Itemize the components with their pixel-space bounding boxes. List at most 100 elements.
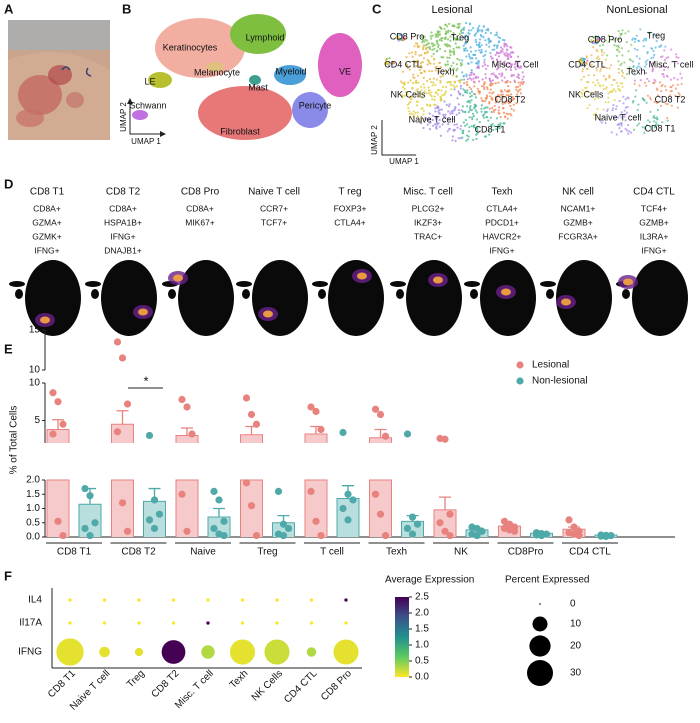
cell-dot (420, 96, 424, 99)
cell-dot (424, 118, 427, 121)
cell-dot (492, 72, 495, 75)
cell-dot (473, 124, 476, 127)
cell-dot (496, 59, 499, 62)
cell-dot (456, 57, 459, 60)
cell-dot (631, 60, 635, 63)
cell-dot (508, 90, 511, 93)
cell-dot (451, 74, 454, 77)
data-point (312, 407, 320, 416)
cell-dot (503, 89, 506, 92)
cell-dot (491, 48, 494, 51)
cell-dot (488, 45, 491, 48)
cell-dot (492, 110, 495, 114)
cell-dot (464, 124, 467, 127)
cell-dot (422, 93, 425, 97)
cell-dot (501, 62, 504, 65)
cell-dot (621, 54, 624, 57)
bar (240, 434, 263, 537)
cell-dot (488, 107, 491, 110)
cell-dot (638, 57, 641, 60)
cell-dot (444, 63, 447, 66)
cluster-label: Keratinocytes (163, 42, 218, 52)
cell-dot (602, 108, 605, 111)
cell-dot (401, 36, 404, 39)
cell-dot (403, 87, 406, 90)
cell-dot (455, 69, 458, 72)
expression-dot (309, 621, 314, 625)
cell-dot (581, 95, 584, 98)
marker-gene: GZMA+ (32, 217, 62, 227)
cell-dot (434, 35, 437, 39)
cell-dot (641, 126, 644, 129)
cell-dot (485, 43, 488, 46)
cell-dot (515, 85, 518, 89)
data-point (441, 435, 449, 443)
umap-title: Lesional (432, 4, 473, 16)
cell-dot (503, 39, 506, 42)
data-point (317, 425, 325, 434)
cell-dot (504, 63, 507, 66)
cell-dot (456, 38, 459, 41)
cell-dot (501, 50, 504, 53)
size-legend-label: 30 (570, 668, 582, 679)
marker-gene: IL3RA+ (640, 231, 669, 241)
cell-dot (495, 128, 498, 131)
cell-dot (498, 127, 501, 130)
cell-dot (607, 96, 610, 99)
cell-dot (427, 118, 430, 122)
cell-dot (619, 82, 622, 85)
cell-dot (521, 78, 524, 81)
cell-dot (608, 35, 611, 38)
cell-dot (399, 33, 402, 37)
cell-dot (656, 108, 660, 112)
cell-dot (616, 49, 619, 52)
cell-dot (433, 98, 436, 101)
data-point (118, 499, 127, 507)
cell-dot (431, 34, 434, 37)
marker-gene: DNAJB1+ (104, 245, 142, 255)
cell-dot (592, 46, 595, 49)
cell-dot (409, 97, 412, 100)
cluster-label: VE (339, 66, 351, 76)
cell-dot (504, 115, 507, 118)
cell-dot (596, 107, 599, 110)
cell-dot (423, 35, 426, 38)
cell-dot (472, 77, 475, 80)
cell-dot (420, 64, 423, 67)
cell-dot (674, 87, 678, 90)
cell-dot (483, 58, 486, 61)
feature-umap (178, 260, 234, 336)
cell-dot (451, 112, 454, 115)
bar (369, 437, 392, 537)
cell-dot (461, 105, 464, 108)
cell-dot (474, 38, 477, 42)
cell-dot (490, 124, 493, 127)
cell-dot (465, 73, 468, 76)
cell-dot (461, 71, 464, 74)
cell-dot (622, 95, 625, 98)
cell-dot (513, 63, 517, 66)
cell-dot (475, 104, 478, 107)
expression-dot (309, 598, 314, 602)
cell-dot (426, 50, 429, 53)
cell-dot (411, 55, 414, 58)
cell-dot (454, 38, 457, 41)
cell-dot (439, 75, 442, 78)
cluster-label: Texh (626, 66, 645, 76)
cell-dot (595, 69, 598, 72)
cell-dot (609, 90, 612, 93)
data-point (312, 517, 320, 525)
cell-dot (510, 46, 513, 49)
cell-dot (464, 110, 467, 113)
cell-dot (431, 118, 434, 122)
cell-dot (620, 32, 624, 35)
marker-gene: CTLA4+ (334, 217, 365, 227)
cell-dot (517, 85, 520, 88)
data-point (602, 532, 610, 541)
cell-dot (480, 110, 483, 113)
cell-dot (495, 33, 499, 37)
cell-dot (462, 88, 465, 91)
cell-dot (517, 73, 520, 76)
cell-dot (422, 113, 425, 116)
marker-gene: TRAC+ (414, 231, 442, 241)
